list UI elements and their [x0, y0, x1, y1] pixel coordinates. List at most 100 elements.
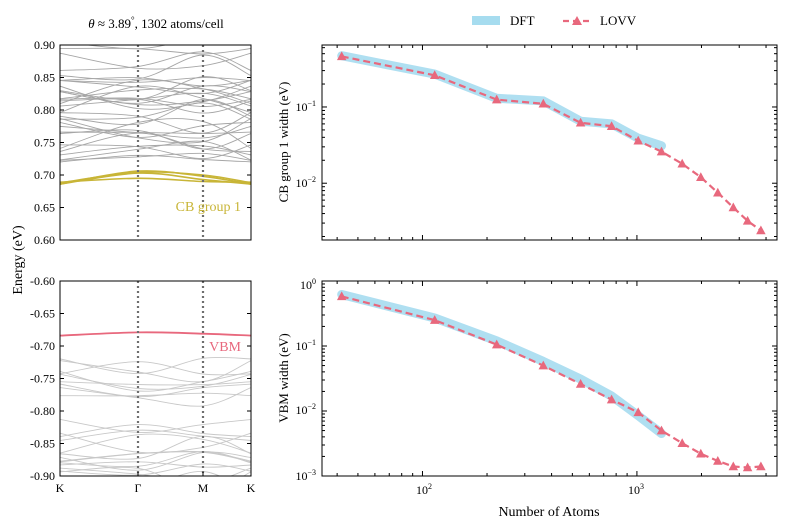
xtick-1e3-exp: 3	[640, 482, 644, 491]
cb-other-band	[60, 144, 251, 160]
y-tick-label: 0.80	[34, 103, 55, 117]
y-tick-label: -0.65	[30, 307, 55, 321]
lovv-point	[575, 379, 586, 388]
xtick-1e2-base: 10	[416, 483, 428, 497]
y-tick-label: 0.90	[34, 38, 55, 52]
cb-width-panel: 10−1 10−2 CB group 1 width (eV)	[276, 44, 778, 241]
kpath-tick-label: Γ	[135, 481, 142, 495]
vb-panel-frame	[59, 280, 252, 477]
legend-dft-swatch	[472, 16, 500, 25]
lovv-dashed-line	[341, 55, 762, 232]
energy-axis-label: Energy (eV)	[11, 225, 26, 295]
vb-gray-bands	[60, 356, 251, 489]
vb-other-band	[60, 418, 251, 433]
dft-band-line	[337, 51, 666, 151]
lovv-point	[677, 438, 687, 447]
vbm-label: VBM	[209, 340, 241, 355]
lovv-point	[713, 456, 723, 465]
lovv-point	[575, 117, 586, 127]
y-tick-label: 0.75	[34, 136, 55, 150]
cb-width-dft-series	[337, 51, 666, 151]
vb-other-band	[60, 461, 251, 468]
vbm-ytick-1e-2: 10−2	[295, 402, 316, 417]
cb-other-band	[60, 77, 251, 87]
kpath-tick-label: K	[56, 481, 65, 495]
vb-other-band	[60, 361, 251, 376]
lovv-point	[756, 225, 766, 235]
cb-other-band	[60, 31, 251, 36]
cb-other-band	[60, 47, 251, 55]
legend-lovv-marker	[572, 16, 582, 25]
cb-other-band	[60, 112, 251, 134]
y-tick-label: -0.75	[30, 372, 55, 386]
cb-other-band	[60, 97, 251, 107]
cb-other-band	[60, 87, 251, 100]
cb-ytick-1e-2-exp: −2	[307, 175, 316, 184]
vb-other-band	[60, 435, 251, 460]
vb-other-band	[60, 429, 251, 441]
vb-other-band	[60, 381, 251, 386]
y-tick-label: -0.80	[30, 404, 55, 418]
lovv-point	[742, 215, 753, 225]
cb-other-band	[60, 132, 251, 152]
cb-other-band	[60, 144, 251, 156]
vbm-width-ylabel: VBM width (eV)	[276, 333, 291, 423]
vbm-ytick-1e-2-exp: −2	[307, 402, 316, 411]
vbm-width-lovv-series	[336, 291, 766, 472]
cb-width-ytick-labels: 10−1 10−2	[295, 99, 316, 190]
cb-other-band	[60, 51, 251, 71]
legend: DFT LOVV	[472, 13, 637, 28]
lovv-point	[606, 394, 617, 404]
y-tick-label: -0.90	[30, 469, 55, 483]
cb-width-ticks	[322, 45, 777, 240]
xtick-1e2-exp: 2	[428, 482, 432, 491]
vbm-width-ytick-labels: 100 10−1 10−2 10−3	[295, 277, 316, 483]
lovv-point	[336, 291, 347, 301]
cb-width-lovv-series	[336, 51, 766, 235]
cb-ytick-1e-1: 10−1	[295, 99, 316, 114]
vbm-ytick-1e0-exp: 0	[312, 277, 316, 286]
cb-y-ticks: 0.60 0.65 0.70 0.75 0.80 0.85 0.90	[34, 38, 251, 247]
vbm-ytick-1e-3-exp: −3	[307, 468, 316, 477]
vb-other-band	[60, 484, 251, 489]
vbm-width-dft-series	[337, 290, 666, 438]
vb-other-band	[60, 451, 251, 471]
cb-ytick-1e-2: 10−2	[295, 175, 316, 190]
cb-group-bands	[60, 170, 251, 185]
vbm-line	[59, 331, 252, 337]
lovv-point	[429, 70, 440, 80]
cb-other-band	[60, 152, 251, 161]
y-tick-label: -0.70	[30, 339, 55, 353]
cb-other-band	[60, 92, 251, 107]
vbm-ytick-1e-3: 10−3	[295, 468, 316, 483]
y-tick-label: 0.60	[34, 233, 55, 247]
vb-other-band	[60, 392, 251, 397]
cb-width-frame	[321, 44, 778, 241]
vb-other-band	[60, 466, 251, 476]
cb-band-panel: 0.60 0.65 0.70 0.75 0.80 0.85 0.90 CB group 1	[34, 31, 252, 247]
lovv-point	[656, 425, 667, 435]
kpath-tick-label: K	[247, 481, 256, 495]
cb-other-band	[60, 76, 251, 101]
y-tick-label: 0.85	[34, 71, 55, 85]
cb-width-ylabel: CB group 1 width (eV)	[276, 82, 291, 203]
kpath-tick-label: M	[198, 481, 209, 495]
cb-ytick-1e-1-exp: −1	[307, 99, 316, 108]
cb-other-band	[60, 85, 251, 110]
lovv-dashed-line	[341, 295, 761, 469]
vb-other-band	[60, 387, 251, 407]
vbm-ytick-1e-3-base: 10	[295, 469, 307, 483]
vb-other-band	[175, 471, 221, 476]
vb-other-band	[60, 360, 251, 383]
cb-ytick-1e-1-base: 10	[295, 100, 307, 114]
cb-other-band	[60, 85, 251, 113]
vb-other-band	[60, 424, 251, 438]
lovv-point	[696, 172, 706, 181]
band-title: θ ≈ 3.89°, 1302 atoms/cell	[88, 15, 224, 31]
cb-other-band	[60, 131, 251, 134]
cb-other-band	[60, 77, 251, 83]
vbm-width-panel: 100 10−1 10−2 10−3 102 103 VBM width (eV…	[276, 277, 778, 520]
cb-other-band	[60, 140, 251, 161]
vb-other-band	[60, 356, 251, 375]
lovv-point	[606, 121, 617, 130]
